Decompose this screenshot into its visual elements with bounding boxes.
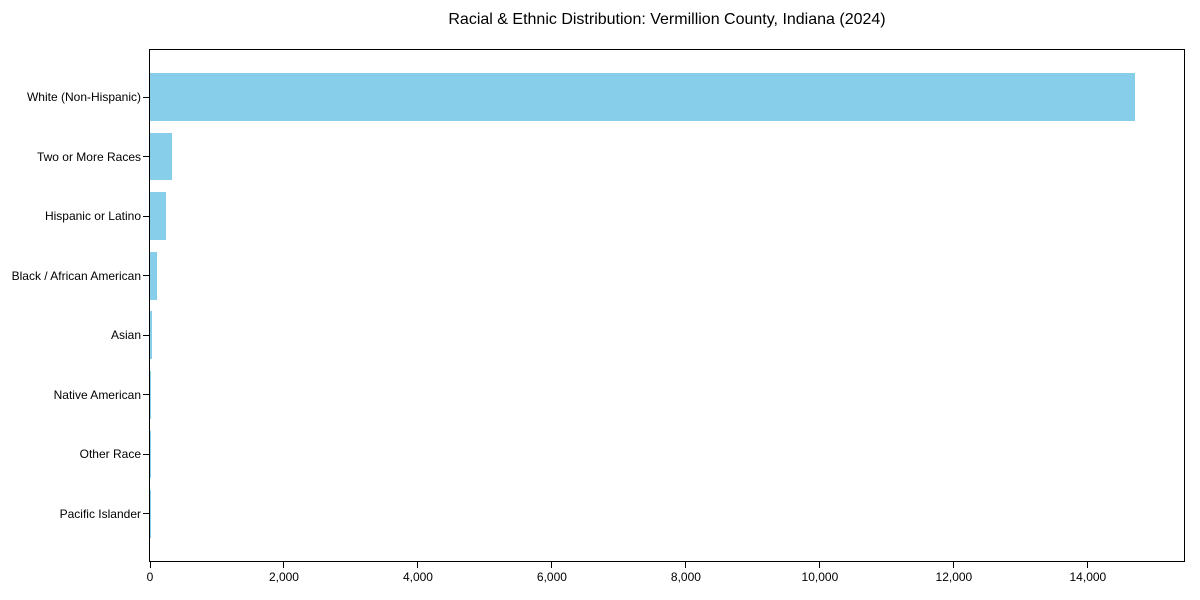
y-tick-label: Pacific Islander (59, 506, 141, 521)
x-tick-label: 10,000 (801, 570, 839, 584)
y-tick-mark (143, 156, 149, 158)
bar-hispanic-or-latino (150, 192, 167, 240)
bar-native-american (150, 371, 152, 419)
y-tick-label: White (Non-Hispanic) (26, 90, 141, 105)
bar-white-non-hispanic (150, 73, 1135, 121)
x-tick-mark (417, 562, 419, 568)
y-tick-label: Black / African American (11, 268, 141, 283)
y-tick-mark (143, 453, 149, 455)
bar-black-african-american (150, 251, 158, 300)
y-tick-mark (143, 275, 149, 277)
x-tick-mark (551, 562, 553, 568)
y-tick-mark (143, 513, 149, 515)
y-tick-label: Hispanic or Latino (44, 209, 141, 224)
x-tick-label: 0 (146, 570, 154, 584)
bar-two-or-more-races (150, 132, 173, 181)
plot-area (149, 49, 1185, 562)
x-tick-label: 6,000 (536, 570, 567, 584)
bar-other-race (150, 430, 151, 479)
x-tick-mark (149, 562, 151, 568)
y-tick-mark (143, 334, 149, 336)
x-tick-label: 2,000 (268, 570, 299, 584)
y-tick-mark (143, 215, 149, 217)
x-tick-mark (1087, 562, 1089, 568)
x-tick-label: 4,000 (402, 570, 433, 584)
y-tick-mark (143, 96, 149, 98)
x-tick-mark (953, 562, 955, 568)
y-tick-label: Other Race (79, 447, 141, 462)
x-tick-label: 12,000 (935, 570, 973, 584)
y-tick-label: Two or More Races (36, 149, 141, 164)
bar-asian (150, 311, 152, 360)
x-tick-mark (283, 562, 285, 568)
chart-title: Racial & Ethnic Distribution: Vermillion… (448, 11, 886, 28)
y-tick-label: Native American (53, 387, 141, 402)
x-tick-label: 8,000 (670, 570, 701, 584)
x-tick-mark (685, 562, 687, 568)
y-tick-mark (143, 394, 149, 396)
x-tick-label: 14,000 (1069, 570, 1107, 584)
x-tick-mark (819, 562, 821, 568)
y-tick-label: Asian (110, 328, 141, 343)
